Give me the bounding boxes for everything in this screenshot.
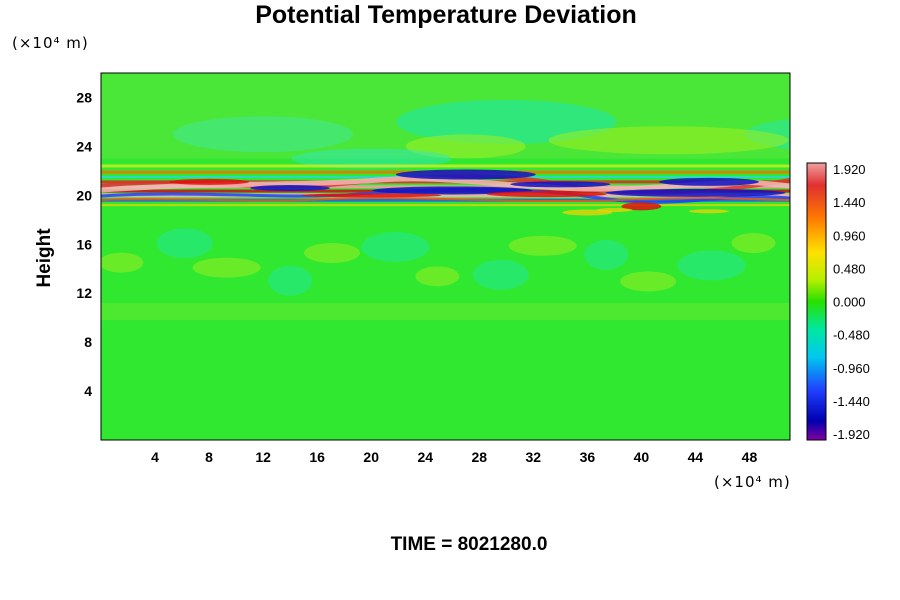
chart-title: Potential Temperature Deviation <box>255 1 637 29</box>
eddy-patch <box>304 242 361 263</box>
y-axis-ticks: 4 8 12 16 20 24 28 <box>76 89 92 399</box>
negative-cell <box>605 188 786 197</box>
colorbar-tick-label: -0.480 <box>833 328 870 343</box>
x-tick-label: 28 <box>471 449 487 465</box>
x-tick-label: 48 <box>742 449 758 465</box>
positive-speck <box>596 208 633 213</box>
colorbar-tick-label: 1.920 <box>833 162 866 177</box>
colorbar-tick-label: -1.440 <box>833 394 870 409</box>
upper-patch <box>173 116 354 153</box>
colorbar-tick-label: 0.960 <box>833 228 866 243</box>
positive-cell <box>301 193 442 198</box>
eddy-patch <box>677 250 746 281</box>
eddy-patch <box>620 271 677 292</box>
colorbar-gradient <box>806 162 827 441</box>
x-tick-label: 20 <box>363 449 379 465</box>
x-tick-label: 4 <box>151 449 159 465</box>
colorbar: 1.920 1.440 0.960 0.480 0.000 -0.480 -0.960 -1.… <box>806 162 870 442</box>
eddy-patch <box>472 259 529 290</box>
y-axis-label: Height <box>34 228 55 288</box>
perturbation-band <box>101 164 790 168</box>
field-features <box>101 73 790 321</box>
colorbar-tick-label: -1.920 <box>833 427 870 442</box>
perturbation-band <box>101 204 790 207</box>
y-tick-label: 20 <box>76 187 92 203</box>
x-tick-label: 36 <box>580 449 596 465</box>
y-tick-label: 28 <box>76 89 92 105</box>
x-tick-label: 8 <box>205 449 213 465</box>
x-tick-label: 16 <box>309 449 325 465</box>
upper-patch <box>405 134 526 159</box>
perturbation-band <box>101 193 790 198</box>
negative-cell <box>510 181 611 188</box>
upper-patch <box>396 99 617 144</box>
eddy-patch <box>192 257 261 278</box>
negative-cell <box>372 186 533 195</box>
y-tick-label: 16 <box>76 236 92 252</box>
time-label: TIME = 8021280.0 <box>391 534 548 555</box>
positive-speck <box>688 209 729 214</box>
eddy-patch <box>731 233 776 254</box>
x-tick-label: 32 <box>526 449 542 465</box>
colorbar-tick-label: -0.960 <box>833 361 870 376</box>
y-tick-label: 8 <box>84 334 92 350</box>
colorbar-tick-label: 0.480 <box>833 261 866 276</box>
eddy-patch <box>101 252 144 273</box>
upper-patch <box>548 126 789 155</box>
colorbar-tick-label: 1.440 <box>833 195 866 210</box>
x-tick-label: 40 <box>634 449 650 465</box>
y-axis-unit: (×10⁴ m) <box>12 34 89 52</box>
negative-cell <box>658 177 759 186</box>
x-axis-ticks: 4 8 12 16 20 24 28 32 36 40 44 48 <box>151 449 757 465</box>
perturbation-band <box>101 198 790 202</box>
perturbation-ribbon <box>101 196 790 203</box>
y-tick-label: 24 <box>76 138 92 154</box>
x-tick-label: 24 <box>417 449 433 465</box>
x-tick-label: 12 <box>255 449 271 465</box>
eddy-patch <box>584 239 629 270</box>
eddy-patch <box>156 228 213 259</box>
colorbar-tick-label: 0.000 <box>833 295 866 310</box>
positive-cell <box>621 202 662 211</box>
eddy-patch <box>268 265 313 296</box>
plot-frame <box>100 72 791 441</box>
colorbar-ticks: 1.920 1.440 0.960 0.480 0.000 -0.480 -0.960 -1.… <box>833 162 870 442</box>
heatmap-plot <box>101 73 790 440</box>
eddy-patch <box>361 231 430 262</box>
negative-cell <box>250 184 331 191</box>
negative-cell <box>395 169 536 180</box>
upper-patch <box>291 148 452 169</box>
x-tick-label: 44 <box>688 449 704 465</box>
lower-noise-band <box>101 302 790 321</box>
eddy-patch <box>508 235 577 256</box>
positive-cell <box>486 191 607 198</box>
y-tick-label: 12 <box>76 285 92 301</box>
x-axis-unit: (×10⁴ m) <box>714 473 791 491</box>
positive-cell <box>169 178 250 185</box>
y-tick-label: 4 <box>84 383 92 399</box>
eddy-patch <box>415 266 460 287</box>
